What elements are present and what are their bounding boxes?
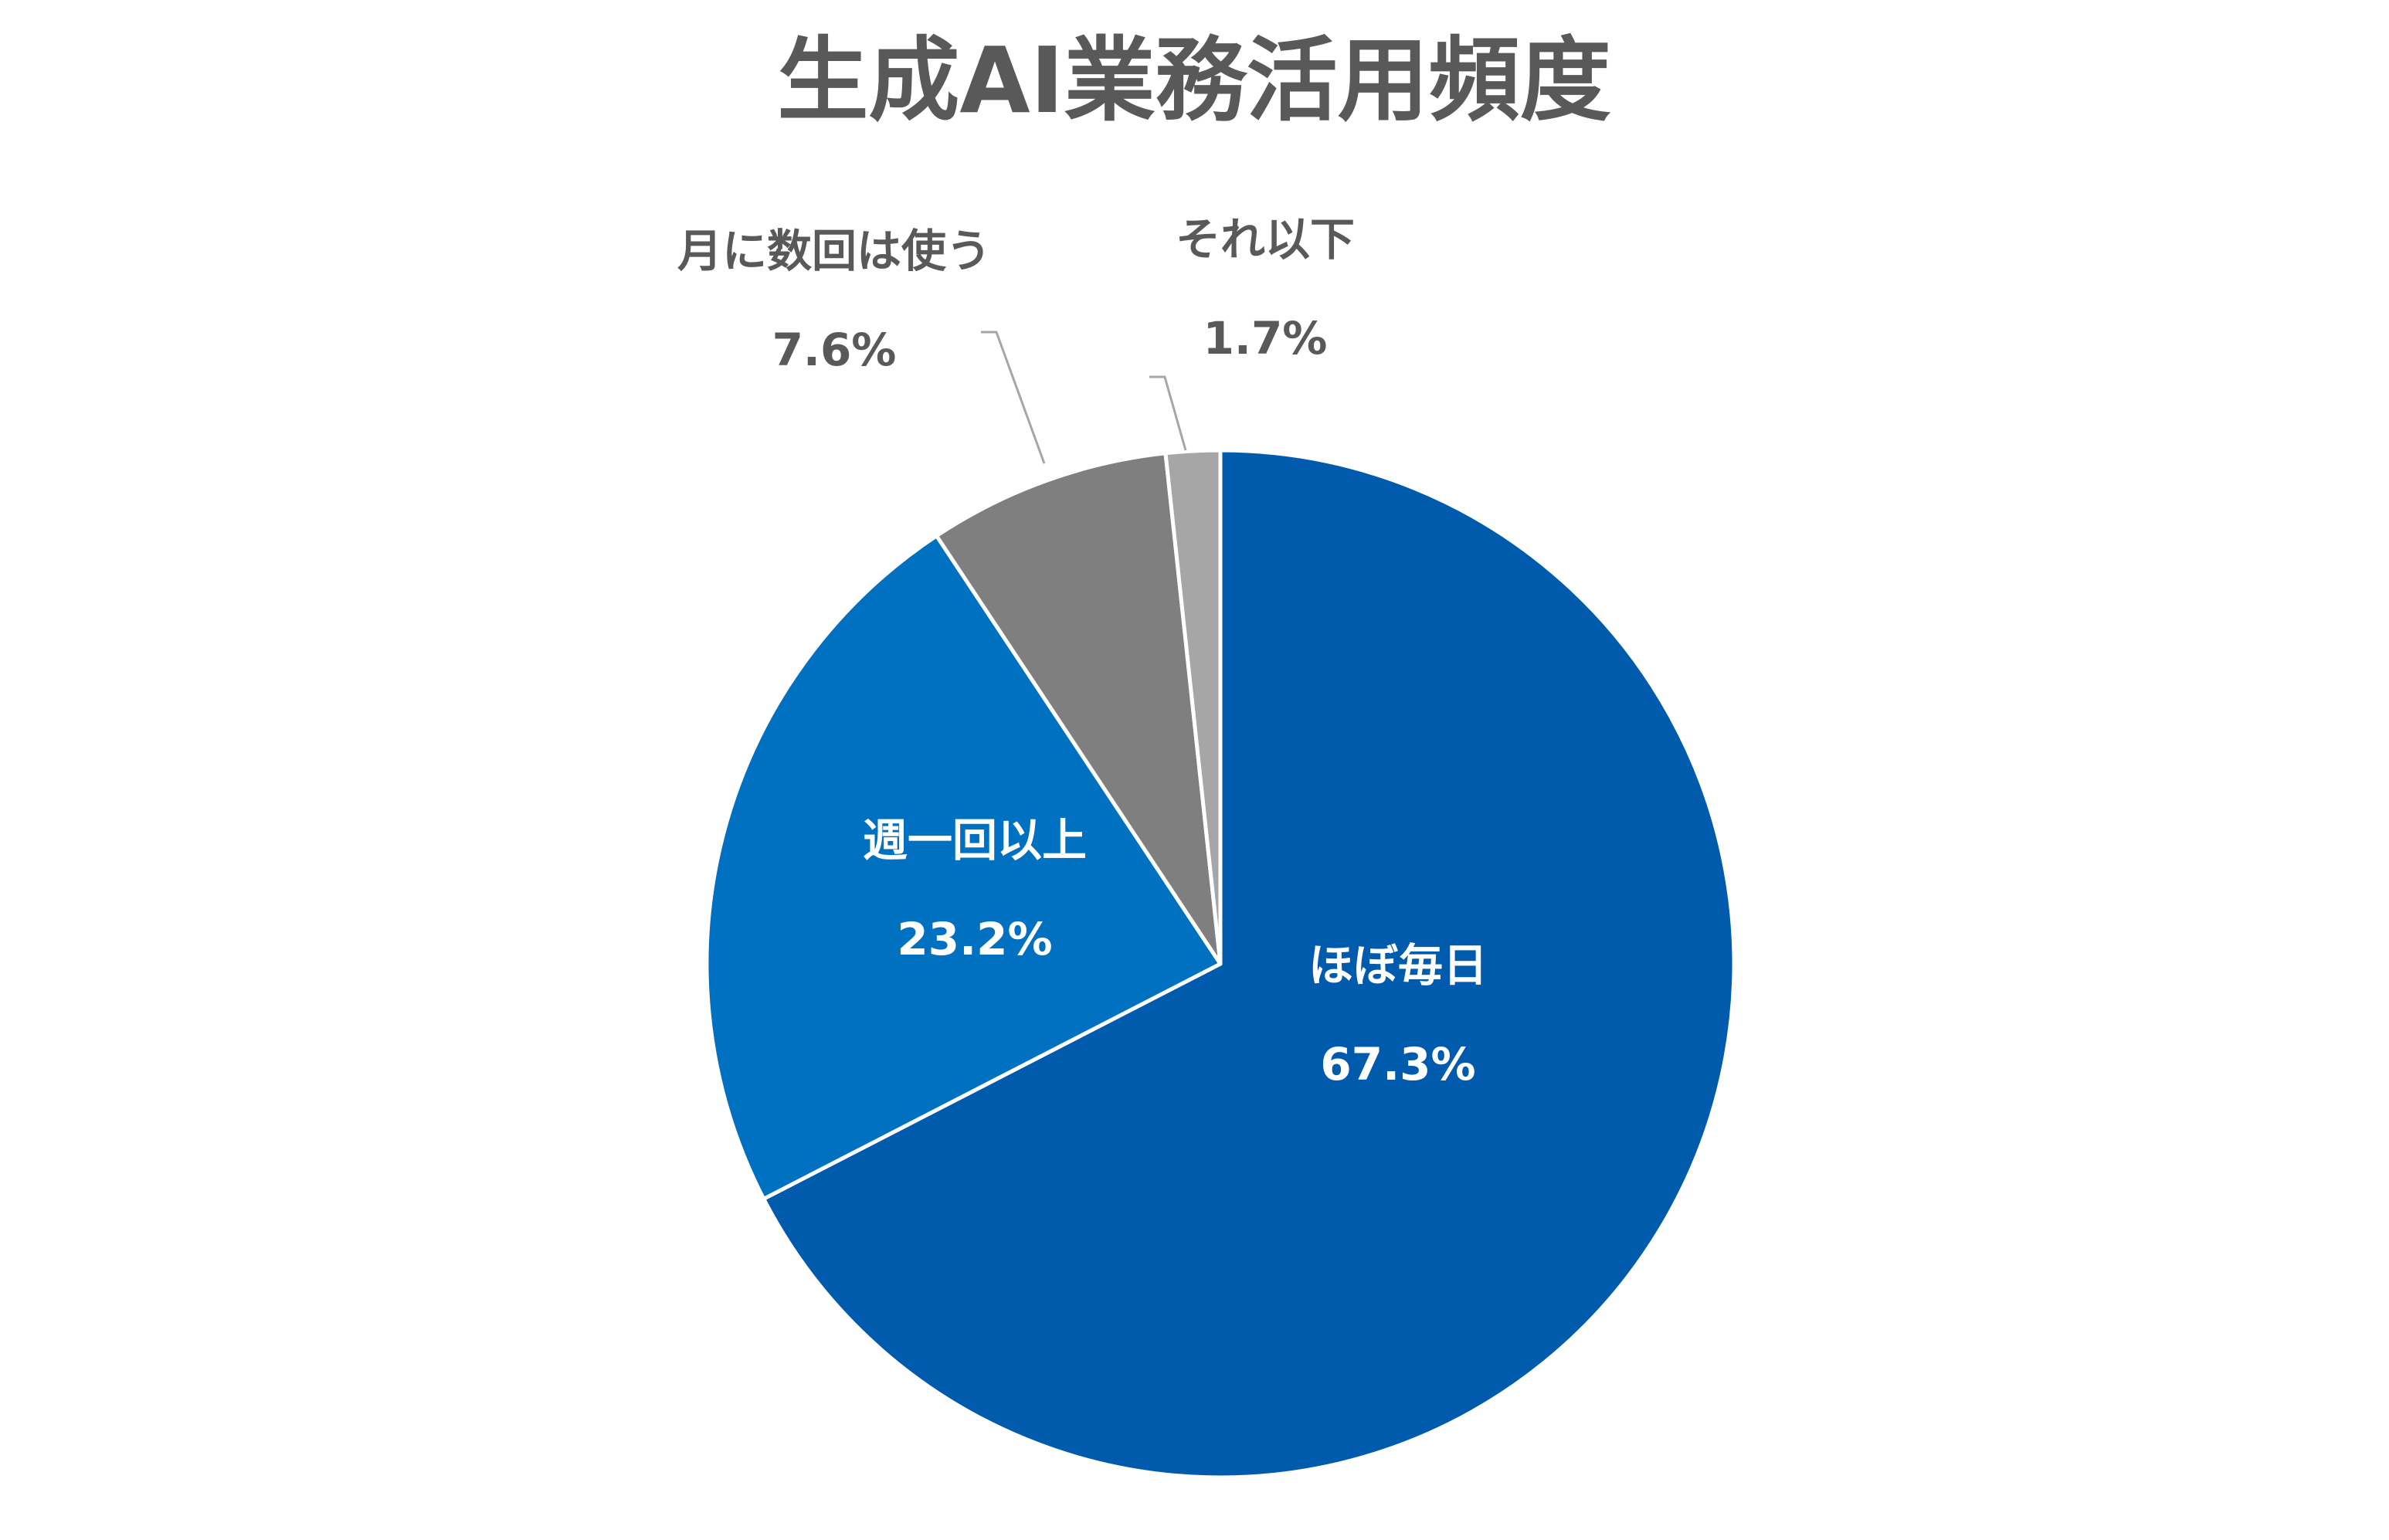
- slice-category-label: それ以下: [1176, 213, 1355, 266]
- pie-slice: [704, 534, 1223, 1201]
- slice-category-label: ほぼ毎日: [1308, 939, 1488, 992]
- pie-slices: [704, 448, 1736, 1480]
- slice-category-label: 月に数回は使う: [677, 225, 991, 277]
- slice-value-label: 67.3%: [1320, 1038, 1475, 1091]
- chart-title: 生成AI業務活用頻度: [777, 27, 1610, 134]
- slice-value-label: 1.7%: [1203, 312, 1328, 365]
- leader-line: [981, 331, 1046, 464]
- pie-slice: [1163, 448, 1223, 966]
- pie-slice: [762, 448, 1736, 1480]
- leader-line: [1149, 375, 1187, 451]
- leader-lines: [981, 331, 1187, 464]
- slice-value-label: 7.6%: [772, 324, 897, 376]
- slice-value-label: 23.2%: [897, 913, 1052, 965]
- pie-slice: [935, 451, 1223, 966]
- slice-category-label: 週一回以上: [863, 814, 1087, 867]
- slice-labels: ほぼ毎日 67.3% 週一回以上 23.2% 月に数回は使う 7.6% それ以下 1.7%: [677, 213, 1488, 1091]
